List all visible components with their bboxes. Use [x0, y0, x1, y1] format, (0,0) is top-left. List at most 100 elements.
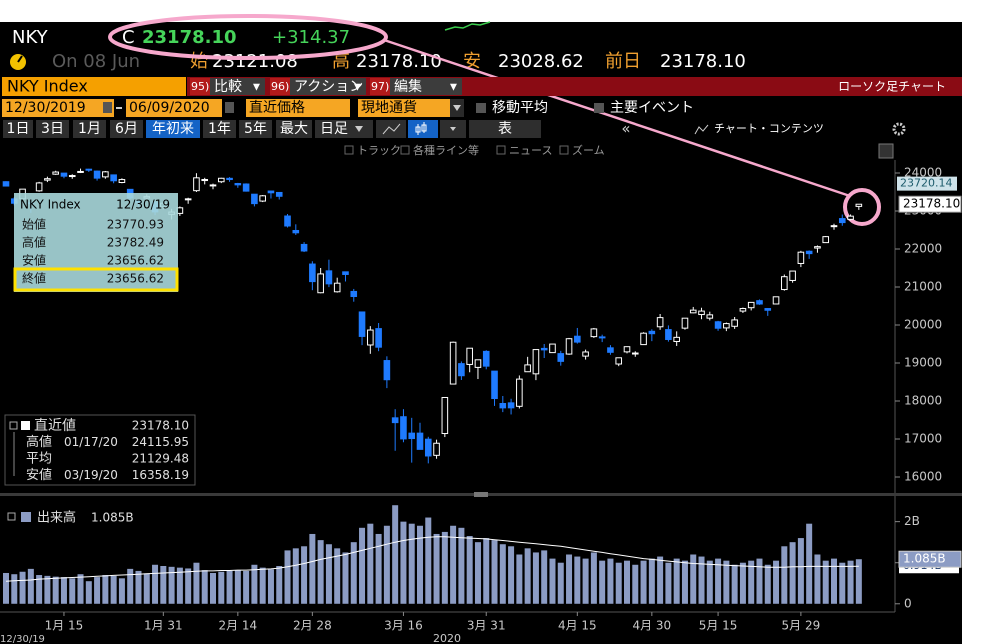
volume-bar	[276, 566, 283, 604]
candle-body	[747, 301, 755, 309]
calendar-icon	[225, 102, 234, 113]
menu-number: 95)	[191, 80, 209, 93]
candle-body	[193, 177, 200, 192]
candle-body	[317, 273, 324, 294]
tooltip-highlight	[13, 267, 179, 292]
volume-bar	[259, 567, 266, 604]
period-button[interactable]	[3, 120, 33, 138]
menu-button[interactable]	[370, 78, 462, 95]
scroll-button[interactable]	[878, 143, 894, 159]
volume-bar	[458, 527, 465, 604]
checkbox[interactable]	[476, 103, 486, 113]
change: +314.37	[272, 27, 350, 48]
volume-y-tick-label: 0	[904, 596, 912, 610]
input-end[interactable]	[126, 99, 222, 117]
security: NKY Index	[7, 77, 88, 96]
candle-body	[300, 243, 308, 252]
volume-bar	[433, 533, 440, 604]
tool-icon	[559, 145, 569, 155]
candle-body	[673, 336, 680, 342]
input-currency[interactable]	[358, 99, 462, 117]
candle-body	[631, 352, 639, 355]
volume-bar	[325, 544, 332, 604]
candle-body	[458, 363, 465, 377]
candle-body	[706, 314, 714, 319]
volume-bar	[383, 525, 390, 604]
candle-body	[424, 438, 432, 457]
content-icon	[694, 124, 709, 135]
volume-bar	[665, 562, 672, 604]
period-button[interactable]	[36, 120, 69, 138]
volume-bar	[681, 560, 688, 604]
stats-label: 平均	[26, 452, 52, 467]
period-button[interactable]	[73, 120, 106, 138]
volume-bar	[499, 544, 506, 604]
period-button[interactable]	[110, 120, 143, 138]
candle-body	[2, 181, 10, 187]
period-button[interactable]	[146, 120, 200, 138]
volume-bar	[855, 559, 862, 604]
candle-body	[309, 263, 316, 283]
candle-body	[275, 191, 283, 197]
tool-icon	[415, 122, 427, 135]
menu-label: 比較	[214, 79, 242, 95]
volume-bar	[590, 552, 597, 604]
y-tick-label: 24000	[904, 165, 942, 179]
last-value-swatch	[21, 421, 30, 430]
tooltip-date: 12/30/19	[116, 198, 170, 212]
candle-body	[648, 330, 656, 335]
y-tick-label: 20000	[904, 317, 942, 331]
input-text: 12/30/2019	[5, 100, 86, 116]
period-label: 5年	[244, 121, 267, 137]
candle-body	[698, 310, 705, 316]
candle-body	[549, 343, 556, 354]
period-button[interactable]	[203, 120, 236, 138]
period-button[interactable]	[276, 120, 312, 138]
volume-bar	[19, 571, 26, 604]
tooltip-value: 23656.62	[107, 272, 164, 286]
checkbox[interactable]	[594, 103, 604, 113]
volume-bar	[582, 558, 589, 604]
volume-bar	[152, 564, 159, 604]
candle-body	[524, 364, 531, 373]
volume-bar	[839, 562, 846, 604]
candle-body	[350, 290, 358, 297]
tooltip-label: 高値	[22, 235, 46, 250]
y-tick-label: 16000	[904, 469, 942, 483]
volume-bar	[690, 554, 697, 604]
menu-button[interactable]	[270, 78, 366, 95]
volume-bar	[160, 566, 167, 604]
tool-label: ニュース	[509, 144, 552, 157]
frequency-button[interactable]	[315, 120, 373, 138]
volume-bar	[36, 575, 43, 604]
tooltip-value: 23656.62	[107, 254, 164, 268]
period-button[interactable]	[239, 120, 272, 138]
calendar-icon	[103, 102, 112, 113]
volume-bar	[176, 567, 183, 604]
volume-bar	[243, 570, 250, 604]
tool-icon	[344, 145, 354, 155]
stats-label: 直近値	[34, 417, 76, 434]
cursor-price-label: 23720.14	[900, 177, 953, 190]
candle-body	[441, 396, 449, 435]
input-price-field[interactable]	[246, 99, 350, 117]
candle-body	[590, 328, 598, 338]
candle-body	[416, 432, 424, 450]
volume-bar	[185, 568, 192, 604]
period-label: 最大	[280, 121, 308, 137]
candle-body	[85, 168, 93, 171]
volume-bar	[516, 554, 523, 604]
volume-bar	[764, 564, 771, 604]
period-label: 6月	[115, 121, 138, 137]
candle-body	[358, 311, 366, 337]
period-label: 3日	[41, 121, 64, 137]
table-button[interactable]	[469, 120, 541, 138]
volume-bar	[814, 554, 821, 604]
separator-handle	[474, 492, 488, 497]
input-start[interactable]	[2, 99, 114, 117]
volume-bar	[135, 570, 142, 604]
candle-body	[665, 329, 672, 340]
tool-button[interactable]	[408, 120, 438, 138]
chart-content: チャート・コンテンツ	[714, 122, 824, 135]
